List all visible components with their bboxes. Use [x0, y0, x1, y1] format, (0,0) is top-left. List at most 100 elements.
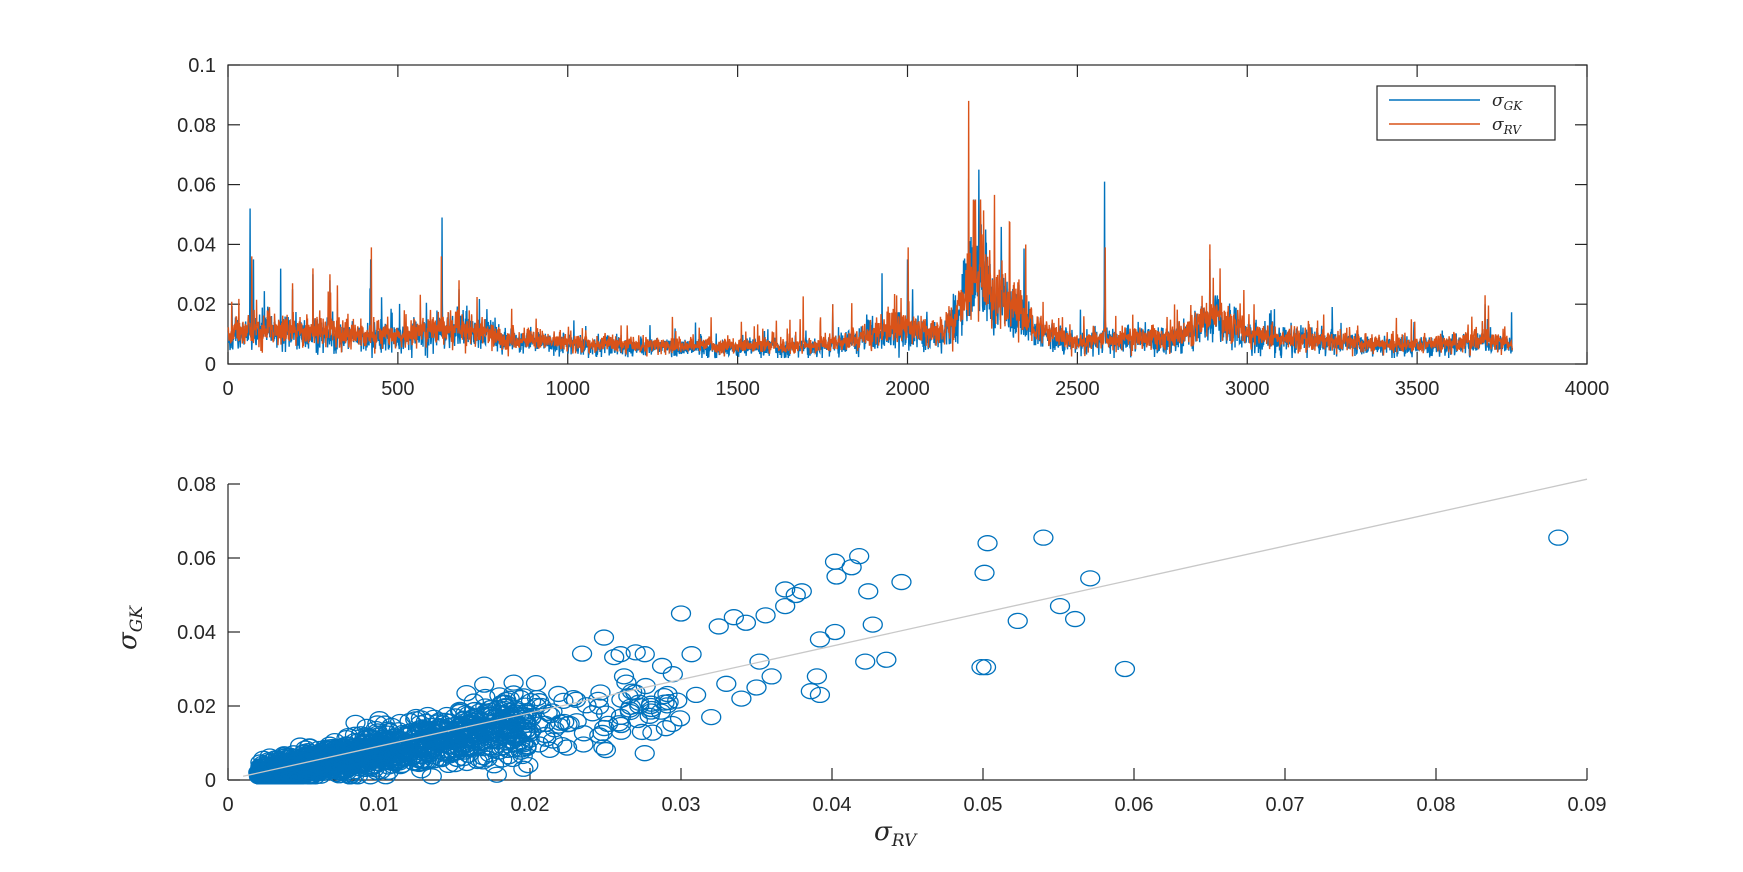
scatter-point: [396, 737, 417, 755]
scatter-point: [525, 675, 547, 692]
scatter-x-label-main: σ: [874, 817, 893, 847]
scatter-point: [495, 698, 516, 715]
scatter-point: [469, 751, 490, 768]
scatter-point: [528, 716, 549, 733]
scatter-point: [635, 677, 656, 695]
scatter-point: [499, 720, 521, 737]
scatter-point: [723, 609, 744, 626]
scatter-point: [971, 659, 992, 676]
scatter-point: [634, 745, 655, 762]
timeseries-tick-labels: 0 500 1000 1500 2000 2500 3000 3500 4000 0 0.02 0.0…: [177, 55, 1609, 400]
scatter-y-tick-label: 0.08: [177, 474, 216, 496]
scatter-point: [297, 754, 318, 771]
scatter-point: [345, 714, 366, 732]
scatter-point: [685, 686, 707, 704]
scatter-point: [375, 730, 396, 747]
scatter-point: [483, 757, 505, 774]
scatter-point: [775, 581, 796, 598]
scatter-point: [250, 768, 271, 785]
scatter-point: [631, 723, 653, 741]
scatter-point: [499, 726, 520, 743]
timeseries-x-tick-label: 2500: [1055, 378, 1100, 400]
timeseries-x-tick-label: 2000: [885, 378, 930, 400]
legend: σGK σRV: [1376, 85, 1556, 141]
scatter-point: [746, 679, 767, 696]
scatter-point: [502, 750, 523, 768]
scatter-point: [608, 715, 629, 732]
scatter-point: [298, 762, 320, 780]
scatter-point: [539, 741, 560, 759]
scatter-point: [456, 684, 477, 702]
scatter-panel: 0 0.01 0.02 0.03 0.04 0.05 0.06 0.07 0.08 0.09 0 0.…: [113, 474, 1606, 851]
scatter-point: [1114, 660, 1136, 678]
scatter-point: [610, 708, 632, 725]
scatter-point: [255, 764, 276, 781]
scatter-point: [618, 687, 639, 705]
scatter-point: [421, 768, 442, 785]
scatter-point: [616, 674, 637, 691]
scatter-point: [681, 646, 702, 663]
scatter-point: [348, 755, 370, 773]
scatter-point: [319, 760, 340, 777]
timeseries-y-tick-label: 0.1: [188, 55, 216, 77]
scatter-point: [433, 722, 454, 739]
scatter-y-label-sub: GK: [127, 605, 147, 633]
scatter-point: [486, 766, 507, 783]
scatter-point: [571, 645, 593, 662]
scatter-point: [800, 683, 822, 700]
scatter-point: [650, 703, 672, 720]
scatter-point: [595, 705, 617, 722]
scatter-point: [552, 737, 573, 754]
scatter-point: [398, 726, 419, 743]
scatter-point: [809, 686, 831, 704]
scatter-point: [499, 690, 520, 707]
scatter-point: [593, 629, 615, 646]
scatter-point: [475, 698, 496, 715]
timeseries-y-tick-label: 0: [205, 354, 216, 376]
scatter-point: [415, 713, 436, 730]
scatter-point: [454, 743, 475, 760]
scatter-point: [563, 689, 584, 707]
timeseries-x-tick-label: 3500: [1395, 378, 1440, 400]
scatter-point: [393, 749, 414, 766]
scatter-point: [378, 763, 399, 780]
scatter-point: [519, 731, 540, 748]
scatter-point: [593, 739, 614, 756]
scatter-point: [655, 720, 677, 737]
scatter-point: [841, 559, 862, 576]
scatter-point: [513, 760, 534, 777]
legend-entry-gk-sub: GK: [1504, 99, 1524, 113]
scatter-point: [491, 751, 513, 768]
scatter-point: [640, 697, 661, 715]
scatter-point: [512, 747, 533, 765]
scatter-point: [824, 623, 846, 641]
scatter-point: [701, 708, 722, 726]
scatter-y-tick-label: 0.06: [177, 548, 216, 570]
scatter-point: [858, 583, 879, 600]
scatter-point: [657, 685, 678, 703]
scatter-point: [356, 718, 377, 736]
timeseries-y-tick-label: 0.08: [177, 115, 216, 137]
scatter-point: [367, 715, 388, 732]
timeseries-y-tick-label: 0.02: [177, 294, 216, 316]
scatter-point: [399, 712, 420, 730]
scatter-point: [520, 693, 542, 710]
scatter-point: [417, 724, 439, 741]
scatter-x-tick-label: 0.06: [1115, 794, 1154, 816]
timeseries-ticks: [227, 64, 1588, 365]
scatter-point: [761, 668, 782, 685]
scatter-point: [826, 568, 847, 585]
timeseries-x-tick-label: 4000: [1565, 378, 1610, 400]
scatter-point: [548, 685, 569, 703]
scatter-point: [670, 605, 692, 622]
scatter-point: [463, 693, 484, 710]
scatter-x-tick-label: 0.04: [813, 794, 852, 816]
scatter-point: [785, 586, 806, 604]
scatter-point: [512, 722, 533, 740]
scatter-point: [755, 607, 776, 624]
scatter-point: [318, 739, 340, 756]
scatter-x-label: σRV: [874, 817, 918, 851]
scatter-x-tick-label: 0.01: [360, 794, 399, 816]
scatter-point: [613, 668, 635, 685]
